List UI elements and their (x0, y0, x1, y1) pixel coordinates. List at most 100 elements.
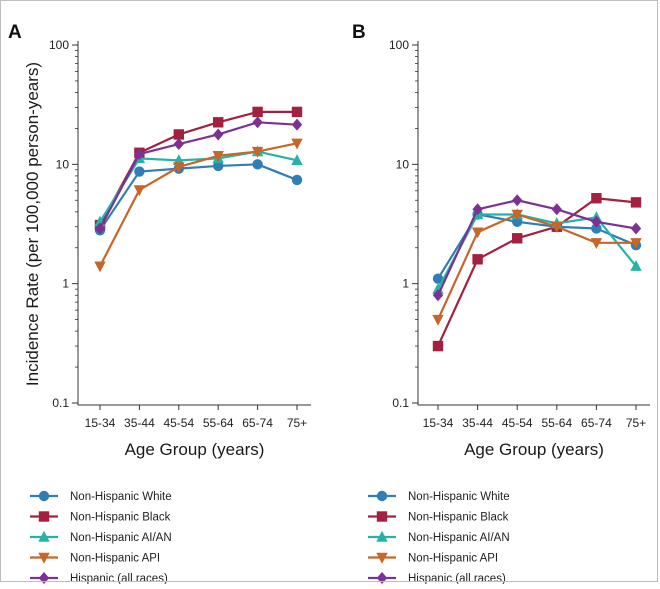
x-tick-label: 35-44 (462, 416, 493, 430)
data-point (173, 129, 184, 140)
legend: Non-Hispanic White Non-Hispanic Black Non-… (30, 490, 172, 585)
y-tick-label: 0.1 (52, 396, 69, 410)
series-line (99, 150, 298, 223)
x-axis-title: Age Group (years) (464, 440, 604, 459)
data-point (213, 128, 224, 141)
legend-item: Non-Hispanic AI/AN (30, 530, 172, 544)
legend-label: Non-Hispanic Black (70, 512, 171, 524)
y-tick-label: 0.1 (392, 396, 409, 410)
legend-marker (38, 552, 50, 564)
data-point (472, 254, 483, 265)
x-tick-label: 15-34 (423, 416, 454, 430)
data-point (512, 233, 523, 244)
panel-b: B 100 10 1 0.1 15-34 35-44 45-54 55-64 65-74 75+ Ag… (352, 22, 650, 585)
data-point (511, 209, 523, 221)
data-point (291, 154, 303, 166)
data-point (134, 166, 145, 177)
data-point (591, 223, 602, 234)
x-tick-label: 55-64 (203, 416, 234, 430)
data-point (432, 273, 444, 284)
x-tick-label: 45-54 (163, 416, 194, 430)
data-point (252, 116, 263, 129)
series-non-hispanic-api (432, 209, 642, 326)
legend-item: Non-Hispanic White (368, 490, 510, 503)
series-hispanic-all-races (94, 116, 303, 235)
data-point (173, 138, 184, 151)
y-tick-label: 10 (56, 157, 70, 171)
legend-marker (376, 511, 388, 522)
x-tick-label: 65-74 (581, 416, 612, 430)
x-tick-label: 55-64 (541, 416, 572, 430)
data-point (432, 289, 444, 302)
data-point (212, 151, 224, 162)
data-point (472, 203, 483, 216)
legend-item: Non-Hispanic Black (368, 511, 509, 524)
y-tick-label: 100 (389, 38, 409, 52)
legend-label: Non-Hispanic White (408, 491, 510, 503)
data-point (251, 146, 264, 158)
data-point (432, 340, 444, 352)
legend-label: Hispanic (all races) (70, 573, 168, 584)
data-point (471, 227, 484, 239)
panel-label: B (352, 22, 366, 43)
legend-label: Non-Hispanic API (70, 553, 160, 565)
y-tick-label: 1 (402, 277, 409, 291)
panel-a: A 100 10 1 0.1 Incidence Rate (per 100,000 pe… (8, 22, 311, 585)
data-point (291, 118, 303, 131)
legend-marker (376, 490, 388, 502)
x-tick-label: 15-34 (85, 416, 116, 430)
legend: Non-Hispanic White Non-Hispanic Black Non-… (368, 490, 510, 585)
series-line (99, 163, 298, 231)
data-point (291, 106, 303, 118)
legend-label: Non-Hispanic AI/AN (408, 532, 510, 544)
series-line (99, 142, 298, 267)
data-point (173, 162, 185, 174)
data-point (630, 197, 642, 208)
series-line (437, 213, 637, 290)
data-point (252, 159, 263, 170)
data-point (432, 314, 444, 326)
legend-label: Non-Hispanic API (408, 553, 498, 565)
series-line (436, 197, 637, 347)
x-tick-label: 75+ (287, 416, 307, 430)
series-non-hispanic-api (94, 138, 303, 273)
x-tick-label: 35-44 (124, 416, 155, 430)
data-point (591, 193, 602, 204)
legend-label: Hispanic (all races) (408, 573, 506, 584)
legend-item: Non-Hispanic API (30, 553, 160, 565)
series-line (436, 213, 636, 321)
legend-marker (376, 552, 388, 564)
legend-label: Non-Hispanic Black (408, 512, 509, 524)
data-point (213, 160, 224, 172)
data-point (512, 216, 523, 227)
x-tick-label: 65-74 (242, 416, 273, 430)
x-tick-label: 45-54 (502, 416, 533, 430)
data-point (590, 238, 603, 250)
data-point (630, 260, 642, 271)
legend-item: Non-Hispanic White (30, 490, 172, 503)
data-point (630, 222, 642, 235)
series-hispanic-all-races (432, 194, 642, 302)
y-axis-title: Incidence Rate (per 100,000 person-years… (23, 62, 42, 386)
data-point (291, 138, 303, 150)
data-point (512, 194, 523, 207)
legend-marker (38, 530, 50, 542)
data-point (133, 185, 146, 197)
data-point (551, 222, 563, 233)
series-line (437, 199, 637, 296)
legend-marker (38, 511, 50, 522)
data-point (591, 215, 602, 228)
y-tick-label: 1 (62, 277, 69, 291)
legend-item: Non-Hispanic API (368, 553, 498, 565)
legend-marker (38, 490, 50, 502)
series-line (99, 121, 298, 230)
data-point (630, 238, 642, 250)
data-point (252, 106, 263, 118)
y-tick-label: 10 (396, 157, 410, 171)
x-tick-label: 75+ (626, 416, 646, 430)
y-tick-label: 100 (49, 38, 69, 52)
data-point (551, 203, 562, 216)
